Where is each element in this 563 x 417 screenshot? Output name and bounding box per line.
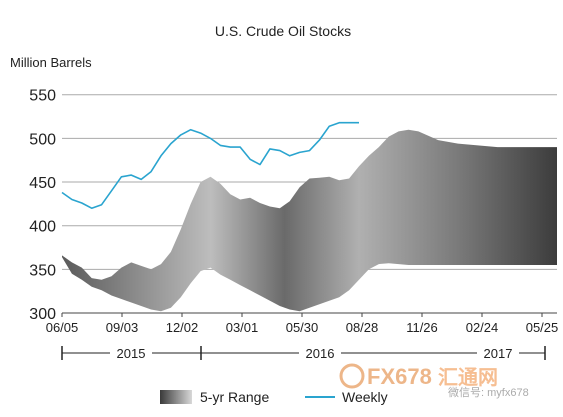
x-tick-label-7: 02/24 xyxy=(466,320,499,335)
five-year-range-layer xyxy=(62,129,557,312)
y-axis-label: Million Barrels xyxy=(10,55,92,70)
watermark-brand: FX678 xyxy=(367,364,432,389)
five-year-range-band xyxy=(62,129,557,312)
x-tick-label-3: 03/01 xyxy=(226,320,259,335)
legend-range-swatch xyxy=(160,390,192,404)
x-tick-label-8: 05/25 xyxy=(526,320,559,335)
watermark: FX678 汇通网 微信号: myfx678 xyxy=(339,363,529,399)
x-tick-label-4: 05/30 xyxy=(286,320,319,335)
year-label-bg-2017 xyxy=(477,345,519,361)
weekly-line-layer xyxy=(61,121,359,209)
x-tick-label-6: 11/26 xyxy=(406,320,438,335)
watermark-tagline: 汇通网 xyxy=(438,366,498,389)
legend-weekly-label: Weekly xyxy=(342,389,388,405)
year-label-2017: 2017 xyxy=(484,346,513,361)
x-tick-label-5: 08/28 xyxy=(346,320,379,335)
x-tick-labels: 06/05 09/03 12/02 03/01 05/30 08/28 11/26 02/24… xyxy=(46,313,559,335)
year-band: 2015 2016 2017 xyxy=(61,345,546,361)
weekly-series-line xyxy=(61,121,359,209)
y-tick-label-500: 500 xyxy=(29,131,56,148)
year-label-2016: 2016 xyxy=(306,346,335,361)
x-tick-label-0: 06/05 xyxy=(46,320,79,335)
legend-range-label: 5-yr Range xyxy=(200,389,269,405)
x-tick-label-1: 09/03 xyxy=(106,320,139,335)
year-label-bg-2016 xyxy=(299,345,341,361)
watermark-wechat: 微信号: myfx678 xyxy=(448,385,529,399)
y-tick-label-400: 400 xyxy=(29,219,56,236)
y-tick-label-350: 350 xyxy=(29,262,56,279)
year-label-bg-2015 xyxy=(110,345,152,361)
chart-title: U.S. Crude Oil Stocks xyxy=(215,23,351,39)
y-tick-label-300: 300 xyxy=(29,306,56,323)
y-tick-label-450: 450 xyxy=(29,175,56,192)
x-tick-label-2: 12/02 xyxy=(166,320,199,335)
watermark-logo-icon xyxy=(339,363,365,389)
y-tick-labels: 300 350 400 450 500 550 xyxy=(29,88,56,323)
y-tick-label-550: 550 xyxy=(29,88,56,105)
year-label-2015: 2015 xyxy=(117,346,146,361)
legend: 5-yr Range Weekly xyxy=(160,389,388,405)
